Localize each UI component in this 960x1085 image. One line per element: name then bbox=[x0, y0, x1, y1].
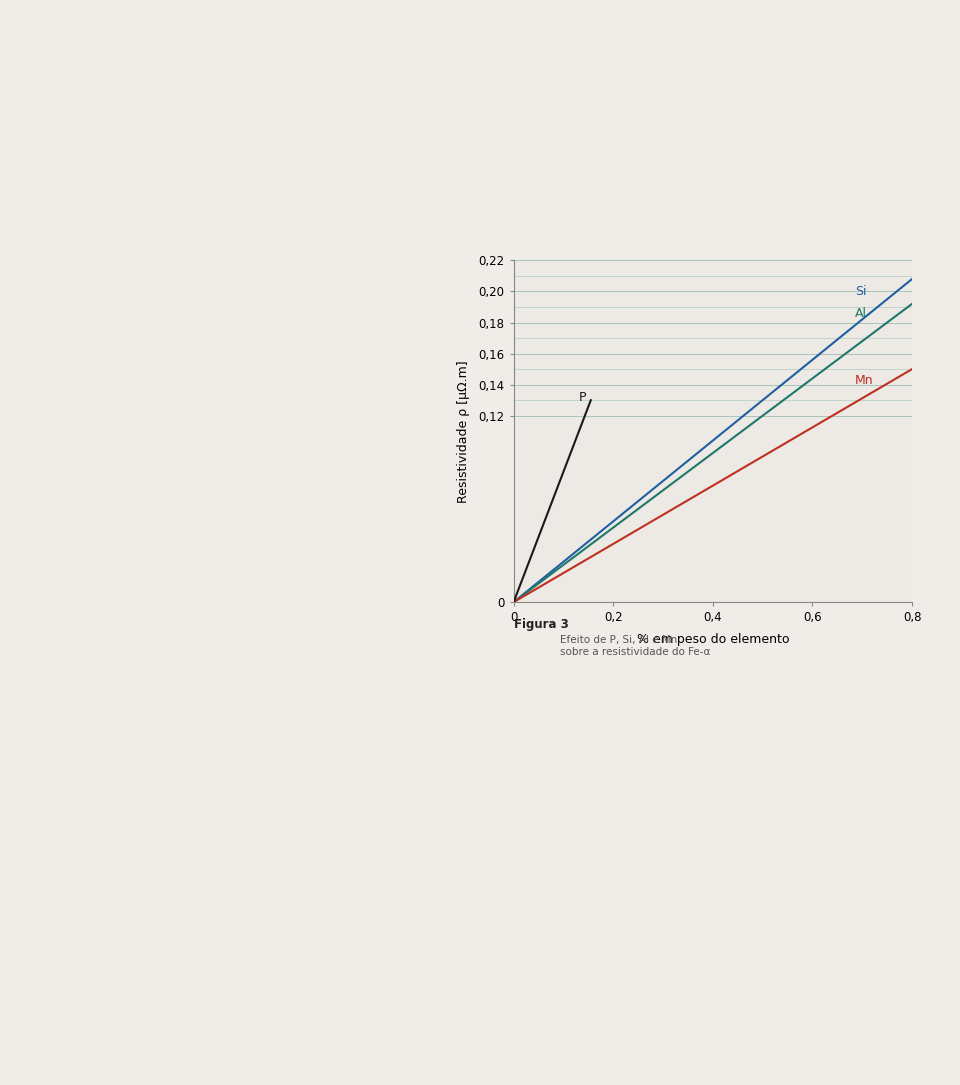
Y-axis label: Resistividade ρ [μΩ.m]: Resistividade ρ [μΩ.m] bbox=[457, 360, 470, 502]
Text: Efeito de P, Si, Al e Mn: Efeito de P, Si, Al e Mn bbox=[560, 635, 677, 644]
X-axis label: % em peso do elemento: % em peso do elemento bbox=[636, 633, 789, 646]
Text: sobre a resistividade do Fe-α: sobre a resistividade do Fe-α bbox=[560, 647, 710, 656]
Text: Figura 3: Figura 3 bbox=[514, 618, 568, 631]
Text: Mn: Mn bbox=[854, 373, 874, 386]
Text: P: P bbox=[578, 391, 586, 404]
Text: Si: Si bbox=[854, 285, 866, 298]
Text: Al: Al bbox=[854, 307, 867, 320]
